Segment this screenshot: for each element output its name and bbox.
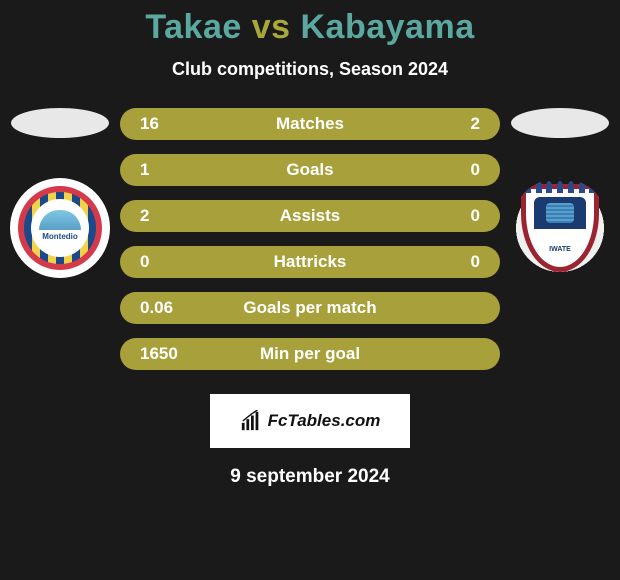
stat-value-left: 2 [140,206,210,226]
title-player1: Takae [145,8,241,46]
stat-label: Goals per match [210,298,410,318]
subtitle: Club competitions, Season 2024 [0,59,620,80]
player-silhouette-right [511,108,609,138]
stat-row: 0.06Goals per match [120,292,500,324]
team-badge-right-shield: IWATE [521,184,599,272]
title-player2: Kabayama [301,8,475,46]
content-row: Montedio 16Matches21Goals02Assists00Hatt… [0,108,620,370]
title-vs: vs [252,8,291,46]
team-badge-right: IWATE [510,178,610,278]
stat-label: Matches [210,114,410,134]
stat-value-left: 1 [140,160,210,180]
stat-label: Min per goal [210,344,410,364]
footer-date: 9 september 2024 [0,466,620,488]
brand-box: FcTables.com [210,394,410,448]
player-silhouette-left [11,108,109,138]
team-badge-left-emblem: Montedio [31,199,89,257]
right-column: IWATE [510,108,610,278]
stat-value-right: 0 [410,160,480,180]
team-badge-right-text: IWATE [526,246,594,253]
stat-row: 1Goals0 [120,154,500,186]
team-badge-left: Montedio [10,178,110,278]
left-column: Montedio [10,108,110,278]
brand-text: FcTables.com [268,411,381,431]
page-title: Takae vs Kabayama [0,8,620,47]
infographic-root: Takae vs Kabayama Club competitions, Sea… [0,0,620,580]
stat-value-left: 1650 [140,344,210,364]
stat-value-right: 0 [410,206,480,226]
stat-value-right: 2 [410,114,480,134]
team-badge-left-text: Montedio [42,233,78,241]
stat-row: 16Matches2 [120,108,500,140]
stat-row: 2Assists0 [120,200,500,232]
team-badge-left-inner: Montedio [18,186,102,270]
stat-value-left: 16 [140,114,210,134]
stats-list: 16Matches21Goals02Assists00Hattricks00.0… [120,108,500,370]
bar-chart-icon [240,410,262,432]
stat-label: Goals [210,160,410,180]
stat-value-right: 0 [410,252,480,272]
stat-label: Hattricks [210,252,410,272]
team-badge-right-fringe [514,181,606,199]
stat-row: 0Hattricks0 [120,246,500,278]
stat-row: 1650Min per goal [120,338,500,370]
stat-value-left: 0.06 [140,298,210,318]
stat-value-left: 0 [140,252,210,272]
stat-label: Assists [210,206,410,226]
